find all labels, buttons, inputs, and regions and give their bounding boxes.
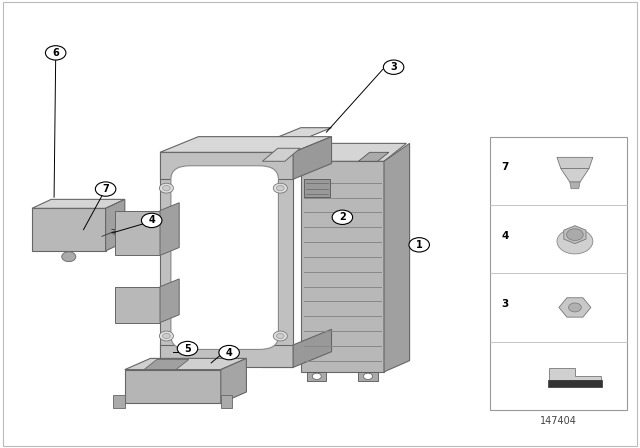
- Polygon shape: [557, 157, 593, 168]
- Text: 3: 3: [390, 62, 397, 72]
- Polygon shape: [160, 137, 332, 152]
- FancyBboxPatch shape: [171, 166, 278, 349]
- Polygon shape: [301, 143, 406, 161]
- Polygon shape: [144, 359, 189, 370]
- Text: 7: 7: [102, 184, 109, 194]
- Polygon shape: [125, 358, 246, 370]
- Circle shape: [45, 46, 66, 60]
- FancyBboxPatch shape: [490, 137, 627, 410]
- Polygon shape: [570, 182, 580, 189]
- Polygon shape: [160, 152, 187, 358]
- Polygon shape: [221, 358, 246, 403]
- Polygon shape: [307, 372, 326, 381]
- Polygon shape: [115, 211, 160, 255]
- Circle shape: [219, 345, 239, 360]
- Circle shape: [409, 237, 429, 252]
- Circle shape: [141, 213, 162, 228]
- Circle shape: [566, 229, 583, 241]
- Polygon shape: [113, 395, 125, 408]
- Polygon shape: [559, 298, 591, 317]
- Polygon shape: [549, 368, 600, 380]
- Polygon shape: [106, 199, 125, 251]
- Polygon shape: [304, 179, 330, 197]
- Text: 4: 4: [501, 231, 509, 241]
- Polygon shape: [160, 345, 293, 367]
- Text: 5: 5: [184, 344, 191, 353]
- Text: 1: 1: [416, 240, 422, 250]
- Polygon shape: [115, 287, 160, 323]
- Circle shape: [312, 373, 321, 379]
- Text: 4: 4: [148, 215, 155, 225]
- Polygon shape: [187, 143, 210, 358]
- Polygon shape: [160, 202, 179, 255]
- Polygon shape: [293, 329, 332, 367]
- Polygon shape: [293, 137, 332, 179]
- Text: 7: 7: [501, 162, 509, 172]
- Polygon shape: [32, 199, 125, 208]
- Polygon shape: [125, 370, 221, 403]
- Text: 2: 2: [339, 212, 346, 222]
- Circle shape: [159, 331, 173, 341]
- Circle shape: [332, 210, 353, 224]
- Circle shape: [273, 331, 287, 341]
- Polygon shape: [262, 128, 332, 143]
- Polygon shape: [160, 279, 179, 323]
- Circle shape: [568, 303, 581, 312]
- Circle shape: [95, 182, 116, 196]
- Polygon shape: [548, 380, 602, 387]
- Polygon shape: [564, 226, 586, 244]
- Polygon shape: [160, 152, 293, 179]
- Circle shape: [163, 333, 170, 339]
- Circle shape: [276, 185, 284, 191]
- Polygon shape: [32, 208, 106, 251]
- Polygon shape: [384, 143, 410, 372]
- Polygon shape: [262, 143, 293, 367]
- Circle shape: [159, 183, 173, 193]
- Text: 6: 6: [52, 48, 59, 58]
- Circle shape: [177, 341, 198, 356]
- Circle shape: [276, 333, 284, 339]
- Circle shape: [273, 183, 287, 193]
- Text: 3: 3: [501, 299, 508, 309]
- Polygon shape: [221, 395, 232, 408]
- Polygon shape: [262, 148, 300, 161]
- Polygon shape: [358, 152, 388, 161]
- Circle shape: [557, 229, 593, 254]
- Polygon shape: [358, 372, 378, 381]
- Text: 4: 4: [226, 348, 232, 358]
- Circle shape: [163, 185, 170, 191]
- Polygon shape: [561, 168, 589, 182]
- Circle shape: [364, 373, 372, 379]
- Text: 147404: 147404: [540, 416, 577, 426]
- Polygon shape: [301, 161, 384, 372]
- Circle shape: [62, 252, 76, 262]
- Circle shape: [383, 60, 404, 74]
